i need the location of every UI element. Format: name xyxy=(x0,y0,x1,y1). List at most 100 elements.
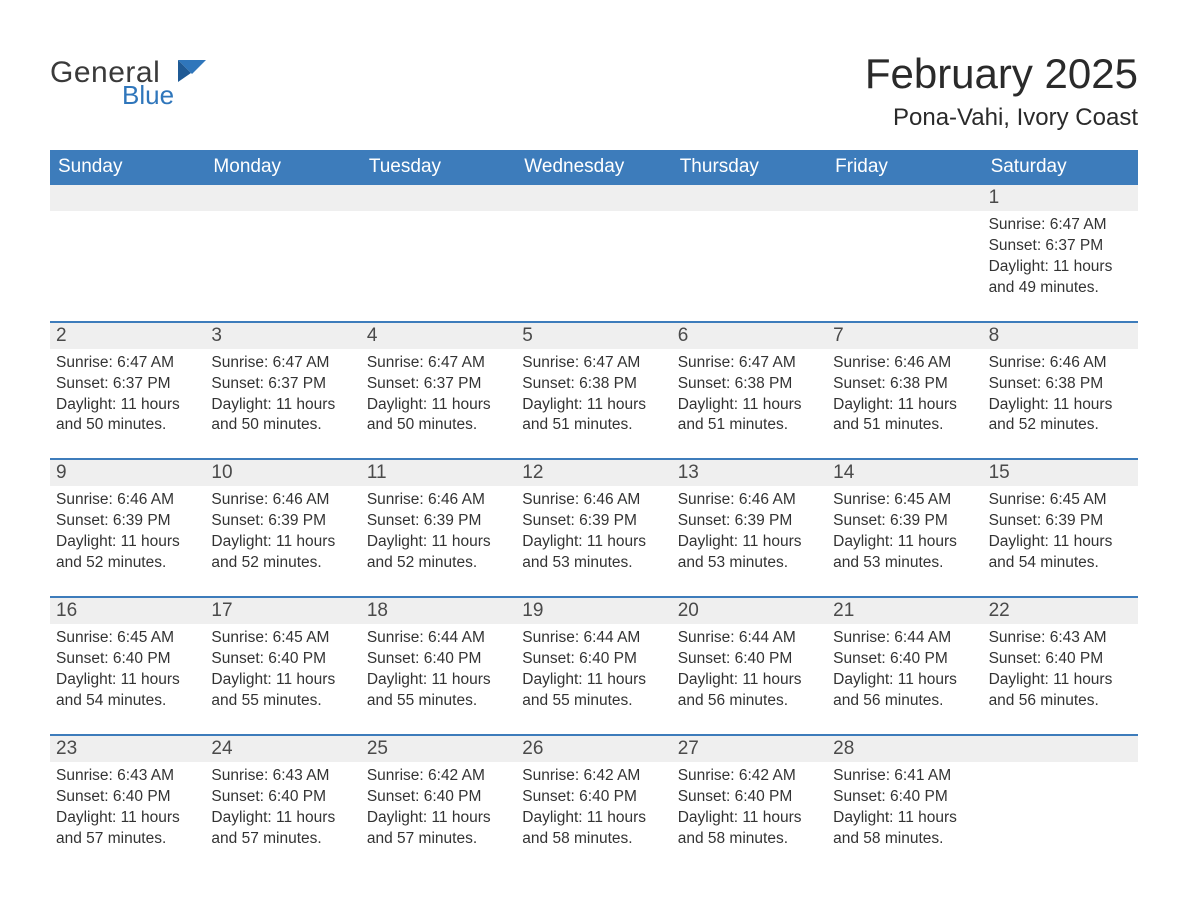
day-cell: Sunrise: 6:46 AMSunset: 6:39 PMDaylight:… xyxy=(205,486,360,578)
daylight-line: Daylight: 11 hours and 50 minutes. xyxy=(56,395,199,437)
sunset-line: Sunset: 6:38 PM xyxy=(989,374,1132,395)
sunrise-line: Sunrise: 6:42 AM xyxy=(522,766,665,787)
day-cell: Sunrise: 6:47 AMSunset: 6:37 PMDaylight:… xyxy=(50,349,205,441)
day-cell xyxy=(50,211,205,303)
day-number: 4 xyxy=(361,323,516,349)
daylight-line: Daylight: 11 hours and 52 minutes. xyxy=(989,395,1132,437)
day-cell: Sunrise: 6:44 AMSunset: 6:40 PMDaylight:… xyxy=(516,624,671,716)
sunset-line: Sunset: 6:37 PM xyxy=(367,374,510,395)
sunrise-line: Sunrise: 6:45 AM xyxy=(989,490,1132,511)
daylight-line: Daylight: 11 hours and 57 minutes. xyxy=(211,808,354,850)
sunset-line: Sunset: 6:40 PM xyxy=(211,787,354,808)
day-number: 9 xyxy=(50,460,205,486)
weekday-header-row: SundayMondayTuesdayWednesdayThursdayFrid… xyxy=(50,150,1138,185)
day-cell: Sunrise: 6:47 AMSunset: 6:38 PMDaylight:… xyxy=(672,349,827,441)
sunset-line: Sunset: 6:38 PM xyxy=(522,374,665,395)
day-number: 1 xyxy=(983,185,1138,211)
daylight-line: Daylight: 11 hours and 56 minutes. xyxy=(989,670,1132,712)
month-title: February 2025 xyxy=(865,50,1138,98)
sunrise-line: Sunrise: 6:42 AM xyxy=(678,766,821,787)
brand-logo: General Blue xyxy=(50,50,212,108)
daynum-strip: 232425262728 xyxy=(50,736,1138,762)
sunrise-line: Sunrise: 6:44 AM xyxy=(678,628,821,649)
sunset-line: Sunset: 6:38 PM xyxy=(833,374,976,395)
sunset-line: Sunset: 6:40 PM xyxy=(367,649,510,670)
day-cell: Sunrise: 6:43 AMSunset: 6:40 PMDaylight:… xyxy=(983,624,1138,716)
day-cell: Sunrise: 6:47 AMSunset: 6:37 PMDaylight:… xyxy=(983,211,1138,303)
sunrise-line: Sunrise: 6:41 AM xyxy=(833,766,976,787)
daynum-strip: 2345678 xyxy=(50,323,1138,349)
sunset-line: Sunset: 6:37 PM xyxy=(56,374,199,395)
day-cell: Sunrise: 6:42 AMSunset: 6:40 PMDaylight:… xyxy=(361,762,516,854)
day-cell: Sunrise: 6:45 AMSunset: 6:40 PMDaylight:… xyxy=(50,624,205,716)
sunset-line: Sunset: 6:40 PM xyxy=(367,787,510,808)
sunset-line: Sunset: 6:38 PM xyxy=(678,374,821,395)
daylight-line: Daylight: 11 hours and 58 minutes. xyxy=(522,808,665,850)
day-number xyxy=(50,185,205,211)
daylight-line: Daylight: 11 hours and 55 minutes. xyxy=(522,670,665,712)
sunrise-line: Sunrise: 6:44 AM xyxy=(833,628,976,649)
sunset-line: Sunset: 6:37 PM xyxy=(989,236,1132,257)
day-cell: Sunrise: 6:46 AMSunset: 6:39 PMDaylight:… xyxy=(50,486,205,578)
day-cell xyxy=(516,211,671,303)
day-cell: Sunrise: 6:45 AMSunset: 6:39 PMDaylight:… xyxy=(827,486,982,578)
daylight-line: Daylight: 11 hours and 54 minutes. xyxy=(989,532,1132,574)
day-number: 16 xyxy=(50,598,205,624)
sunset-line: Sunset: 6:39 PM xyxy=(833,511,976,532)
day-number: 8 xyxy=(983,323,1138,349)
sunset-line: Sunset: 6:39 PM xyxy=(211,511,354,532)
day-cell: Sunrise: 6:46 AMSunset: 6:39 PMDaylight:… xyxy=(672,486,827,578)
day-cell: Sunrise: 6:43 AMSunset: 6:40 PMDaylight:… xyxy=(205,762,360,854)
weekday-header: Saturday xyxy=(983,150,1138,185)
sunrise-line: Sunrise: 6:47 AM xyxy=(56,353,199,374)
sunrise-line: Sunrise: 6:47 AM xyxy=(678,353,821,374)
daylight-line: Daylight: 11 hours and 55 minutes. xyxy=(211,670,354,712)
sunrise-line: Sunrise: 6:46 AM xyxy=(367,490,510,511)
sunrise-line: Sunrise: 6:45 AM xyxy=(211,628,354,649)
daylight-line: Daylight: 11 hours and 50 minutes. xyxy=(367,395,510,437)
daynum-strip: 16171819202122 xyxy=(50,598,1138,624)
calendar-week: 1Sunrise: 6:47 AMSunset: 6:37 PMDaylight… xyxy=(50,185,1138,303)
location-subtitle: Pona-Vahi, Ivory Coast xyxy=(865,104,1138,132)
daylight-line: Daylight: 11 hours and 50 minutes. xyxy=(211,395,354,437)
day-number: 21 xyxy=(827,598,982,624)
daylight-line: Daylight: 11 hours and 57 minutes. xyxy=(367,808,510,850)
day-number: 26 xyxy=(516,736,671,762)
day-number: 23 xyxy=(50,736,205,762)
day-number: 18 xyxy=(361,598,516,624)
day-cell: Sunrise: 6:44 AMSunset: 6:40 PMDaylight:… xyxy=(827,624,982,716)
brand-word-blue: Blue xyxy=(122,82,174,108)
day-number xyxy=(983,736,1138,762)
day-cell: Sunrise: 6:42 AMSunset: 6:40 PMDaylight:… xyxy=(516,762,671,854)
daylight-line: Daylight: 11 hours and 52 minutes. xyxy=(211,532,354,574)
sunrise-line: Sunrise: 6:46 AM xyxy=(833,353,976,374)
day-number: 20 xyxy=(672,598,827,624)
sunrise-line: Sunrise: 6:47 AM xyxy=(989,215,1132,236)
day-cell: Sunrise: 6:46 AMSunset: 6:39 PMDaylight:… xyxy=(516,486,671,578)
day-number: 14 xyxy=(827,460,982,486)
daylight-line: Daylight: 11 hours and 56 minutes. xyxy=(833,670,976,712)
daylight-line: Daylight: 11 hours and 52 minutes. xyxy=(56,532,199,574)
sunrise-line: Sunrise: 6:47 AM xyxy=(211,353,354,374)
day-number: 7 xyxy=(827,323,982,349)
sunrise-line: Sunrise: 6:43 AM xyxy=(211,766,354,787)
daynum-strip: 1 xyxy=(50,185,1138,211)
calendar-week: 16171819202122Sunrise: 6:45 AMSunset: 6:… xyxy=(50,596,1138,716)
sunrise-line: Sunrise: 6:43 AM xyxy=(56,766,199,787)
sunrise-line: Sunrise: 6:42 AM xyxy=(367,766,510,787)
sunrise-line: Sunrise: 6:46 AM xyxy=(211,490,354,511)
day-number: 15 xyxy=(983,460,1138,486)
day-number: 6 xyxy=(672,323,827,349)
sunset-line: Sunset: 6:40 PM xyxy=(678,787,821,808)
daylight-line: Daylight: 11 hours and 57 minutes. xyxy=(56,808,199,850)
sunrise-line: Sunrise: 6:44 AM xyxy=(522,628,665,649)
day-cell xyxy=(983,762,1138,854)
weekday-header: Sunday xyxy=(50,150,205,185)
day-number: 25 xyxy=(361,736,516,762)
sunset-line: Sunset: 6:40 PM xyxy=(211,649,354,670)
day-cell: Sunrise: 6:43 AMSunset: 6:40 PMDaylight:… xyxy=(50,762,205,854)
day-number xyxy=(827,185,982,211)
sunrise-line: Sunrise: 6:47 AM xyxy=(367,353,510,374)
day-cell: Sunrise: 6:45 AMSunset: 6:39 PMDaylight:… xyxy=(983,486,1138,578)
weekday-header: Tuesday xyxy=(361,150,516,185)
